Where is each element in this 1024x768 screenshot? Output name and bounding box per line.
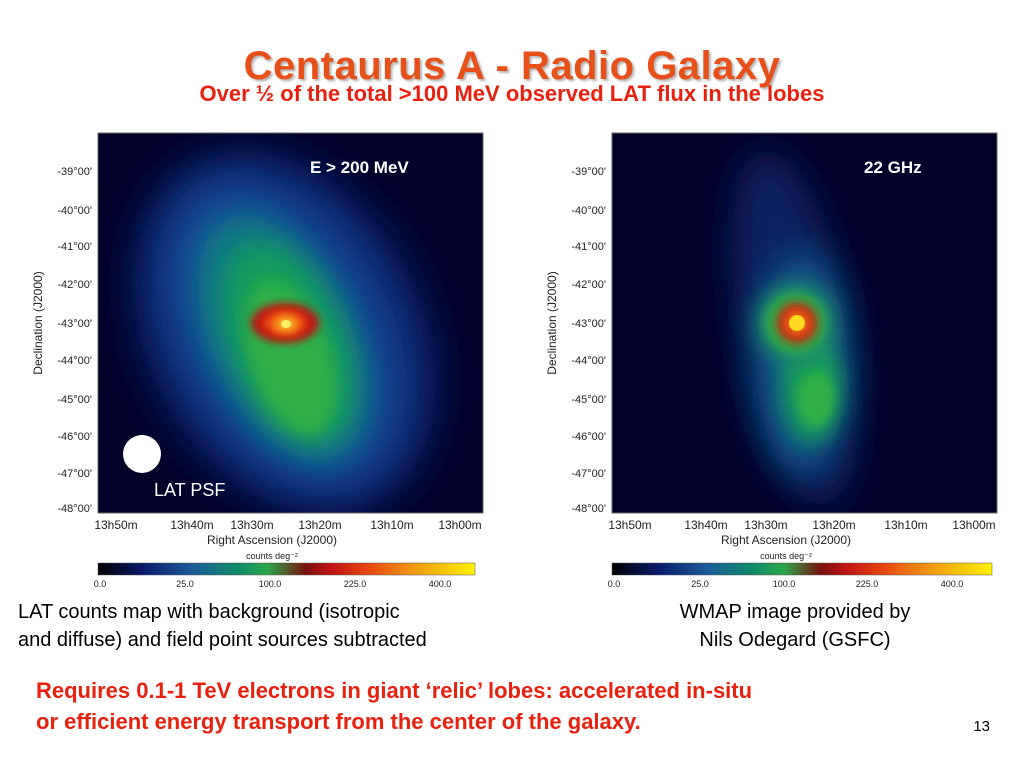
colorbar-tick: 400.0 — [429, 579, 452, 589]
colorbar-label: counts deg⁻² — [246, 551, 298, 561]
colorbar-label: counts deg⁻² — [760, 551, 812, 561]
y-tick: -39°00' — [571, 166, 606, 178]
colorbar-tick: 25.0 — [176, 579, 194, 589]
wmap-y-axis: -39°00' -40°00' -41°00' -42°00' -43°00' … — [571, 166, 606, 515]
page-number: 13 — [973, 718, 990, 735]
x-tick: 13h40m — [170, 518, 213, 532]
lat-y-axis: -39°00' -40°00' -41°00' -42°00' -43°00' … — [57, 166, 92, 515]
y-tick: -43°00' — [571, 318, 606, 330]
frequency-label: 22 GHz — [864, 158, 922, 177]
y-tick: -42°00' — [57, 279, 92, 291]
wmap-x-axis: 13h50m 13h40m 13h30m 13h20m 13h10m 13h00… — [608, 518, 995, 532]
y-tick: -45°00' — [57, 394, 92, 406]
x-tick: 13h30m — [744, 518, 787, 532]
wmap-caption-line: WMAP image provided by — [679, 601, 911, 623]
colorbar-tick: 225.0 — [856, 579, 879, 589]
y-axis-label: Declination (J2000) — [545, 271, 559, 374]
y-tick: -46°00' — [57, 431, 92, 443]
x-tick: 13h50m — [608, 518, 651, 532]
x-tick: 13h40m — [684, 518, 727, 532]
conclusion-line: Requires 0.1-1 TeV electrons in giant ‘r… — [36, 678, 753, 703]
y-tick: -40°00' — [57, 205, 92, 217]
x-tick: 13h50m — [94, 518, 137, 532]
colorbar — [611, 562, 993, 576]
x-tick: 13h30m — [230, 518, 273, 532]
x-tick: 13h00m — [952, 518, 995, 532]
y-tick: -47°00' — [57, 468, 92, 480]
lat-x-axis: 13h50m 13h40m 13h30m 13h20m 13h10m 13h00… — [94, 518, 481, 532]
colorbar-tick: 100.0 — [773, 579, 796, 589]
colorbar-ticks: 0.0 25.0 100.0 225.0 400.0 — [608, 579, 964, 589]
y-tick: -46°00' — [571, 431, 606, 443]
lat-emission — [136, 153, 434, 513]
colorbar — [97, 562, 476, 576]
wmap-map-figure: 22 GHz -39°00' -40°00' -41°00' -42°00' -… — [545, 132, 998, 589]
colorbar-tick: 225.0 — [344, 579, 367, 589]
y-tick: -48°00' — [571, 503, 606, 515]
psf-label: LAT PSF — [154, 480, 225, 500]
x-tick: 13h20m — [298, 518, 341, 532]
y-tick: -39°00' — [57, 166, 92, 178]
lat-counts-map-figure: LAT PSF E > 200 MeV -39°00' -40°00' -41°… — [31, 132, 484, 589]
y-tick: -44°00' — [57, 355, 92, 367]
colorbar-tick: 400.0 — [941, 579, 964, 589]
lat-caption-line: and diffuse) and field point sources sub… — [18, 629, 427, 651]
x-tick: 13h20m — [812, 518, 855, 532]
colorbar-ticks: 0.0 25.0 100.0 225.0 400.0 — [94, 579, 452, 589]
y-tick: -45°00' — [571, 394, 606, 406]
x-axis-label: Right Ascension (J2000) — [207, 533, 337, 547]
slide-subtitle: Over ½ of the total >100 MeV observed LA… — [199, 81, 825, 106]
y-tick: -47°00' — [571, 468, 606, 480]
y-axis-label: Declination (J2000) — [31, 271, 45, 374]
wmap-map-panel: 22 GHz -39°00' -40°00' -41°00' -42°00' -… — [534, 128, 1004, 598]
colorbar-tick: 0.0 — [608, 579, 621, 589]
psf-circle — [123, 435, 161, 473]
lat-caption: LAT counts map with background (isotropi… — [18, 598, 558, 654]
x-tick: 13h10m — [370, 518, 413, 532]
colorbar-tick: 25.0 — [691, 579, 709, 589]
colorbar-tick: 0.0 — [94, 579, 107, 589]
x-tick: 13h10m — [884, 518, 927, 532]
lat-caption-line: LAT counts map with background (isotropi… — [18, 601, 400, 623]
energy-label: E > 200 MeV — [310, 158, 409, 177]
y-tick: -41°00' — [571, 241, 606, 253]
x-tick: 13h00m — [438, 518, 481, 532]
wmap-caption-line: Nils Odegard (GSFC) — [699, 629, 891, 651]
conclusion-line: or efficient energy transport from the c… — [36, 709, 641, 734]
y-tick: -41°00' — [57, 241, 92, 253]
conclusion-text: Requires 0.1-1 TeV electrons in giant ‘r… — [36, 675, 996, 737]
wmap-emission — [731, 150, 857, 506]
y-tick: -44°00' — [571, 355, 606, 367]
slide-title: Centaurus A - Radio Galaxy — [243, 44, 781, 88]
y-tick: -40°00' — [571, 205, 606, 217]
lat-counts-map-panel: LAT PSF E > 200 MeV -39°00' -40°00' -41°… — [20, 128, 490, 598]
colorbar-tick: 100.0 — [259, 579, 282, 589]
wmap-caption: WMAP image provided by Nils Odegard (GSF… — [580, 598, 1010, 654]
y-tick: -43°00' — [57, 318, 92, 330]
x-axis-label: Right Ascension (J2000) — [721, 533, 851, 547]
y-tick: -48°00' — [57, 503, 92, 515]
y-tick: -42°00' — [571, 279, 606, 291]
